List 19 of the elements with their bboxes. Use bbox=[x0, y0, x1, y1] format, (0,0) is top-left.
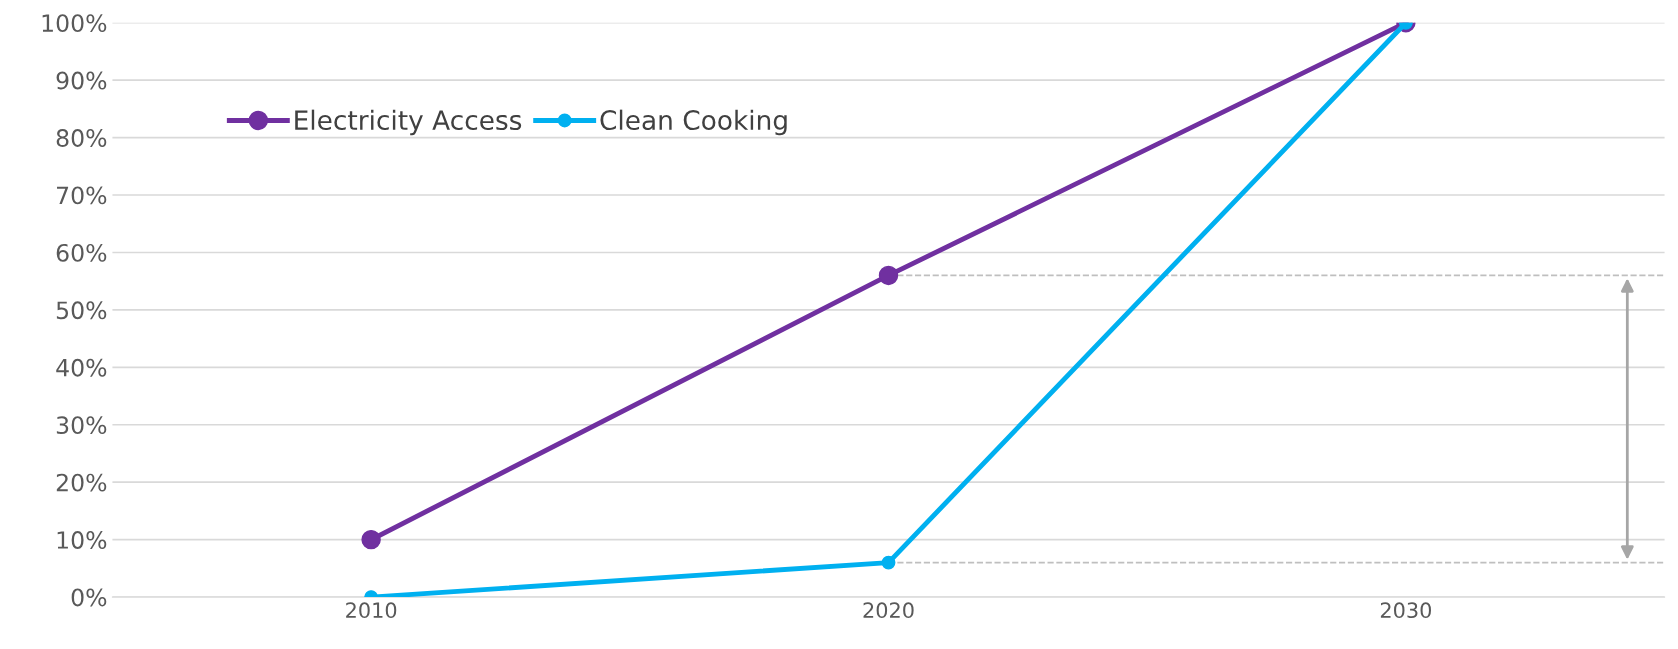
legend-label: Clean Cooking bbox=[600, 109, 787, 136]
legend-label: Electricity Access bbox=[295, 109, 522, 136]
point bbox=[881, 555, 896, 570]
point bbox=[361, 529, 381, 550]
y-tick-label: 90% bbox=[56, 71, 107, 90]
y-tick-label: 10% bbox=[57, 531, 107, 549]
y-tick-label: 50% bbox=[56, 301, 107, 320]
y-tick-label: 70% bbox=[57, 186, 107, 205]
y-tick-label: 0% bbox=[71, 588, 107, 607]
y-tick-label: 100% bbox=[42, 14, 107, 33]
x-tick-label: 2030 bbox=[1380, 602, 1432, 619]
x-tick-label: 2010 bbox=[346, 602, 397, 619]
point bbox=[878, 265, 899, 286]
y-tick-label: 20% bbox=[56, 473, 107, 492]
y-tick-label: 60% bbox=[56, 243, 107, 262]
y-tick-label: 30% bbox=[56, 416, 107, 435]
y-tick-label: 40% bbox=[56, 358, 107, 377]
y-tick-label: 80% bbox=[56, 129, 107, 147]
x-tick-label: 2020 bbox=[863, 602, 914, 619]
